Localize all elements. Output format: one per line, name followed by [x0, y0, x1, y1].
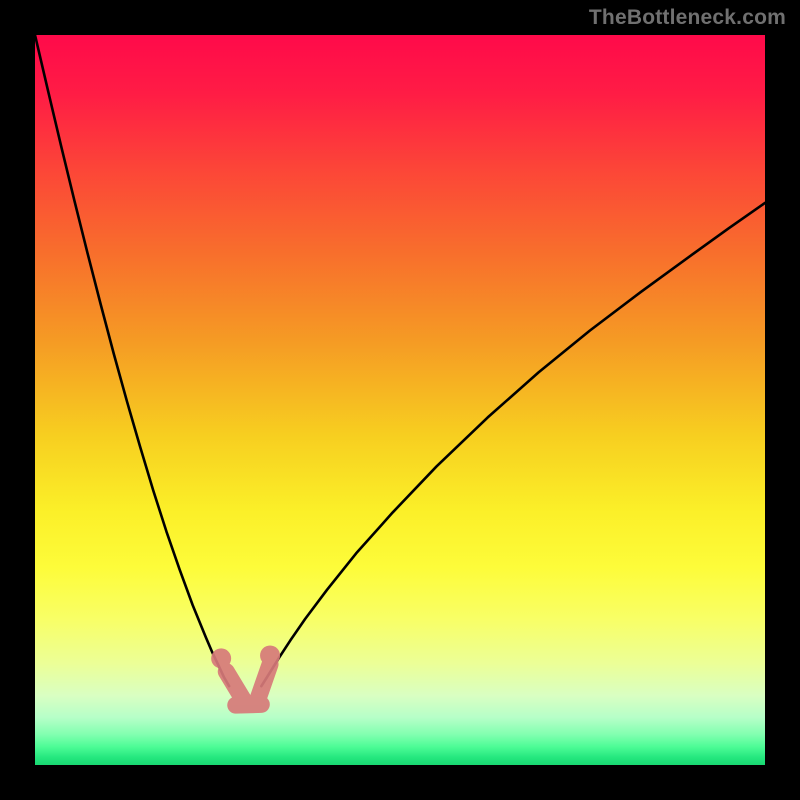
plot-area — [35, 35, 765, 765]
watermark-text: TheBottleneck.com — [589, 6, 786, 30]
plot-background — [35, 35, 765, 765]
canvas-root: TheBottleneck.com — [0, 0, 800, 800]
plot-svg — [35, 35, 765, 765]
